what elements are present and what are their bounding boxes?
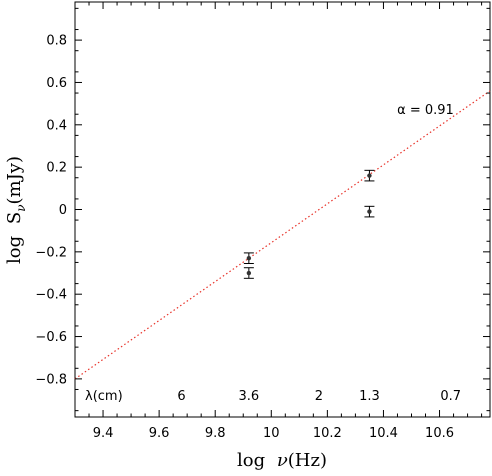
y-tick-label: 0.8	[46, 34, 67, 49]
wavelength-mark: 3.6	[239, 389, 260, 404]
plot-frame	[74, 1, 491, 418]
x-tick-label: 10.2	[313, 426, 342, 441]
y-axis-title: log Sν(mJy)	[4, 156, 28, 264]
y-axis-title-symbol: S	[4, 212, 25, 224]
data-point	[246, 255, 252, 261]
x-tick-label: 10.4	[369, 426, 398, 441]
data-point	[246, 270, 252, 276]
y-tick-label: −0.2	[35, 245, 67, 260]
x-tick-label: 10	[263, 426, 280, 441]
x-tick-label: 9.4	[93, 426, 114, 441]
wavelength-mark: 6	[177, 389, 185, 404]
data-point	[367, 173, 372, 178]
label-layer: 9.4 9.6 9.8 10 10.2 10.4 10.6 −0.8 −0.6 −0.4 −0.2 0…	[35, 34, 461, 441]
y-tick-label: 0.6	[46, 76, 67, 91]
y-tick-label: −0.6	[35, 330, 67, 345]
y-axis-title-unit: (mJy)	[4, 156, 25, 205]
fit-line	[74, 90, 491, 380]
y-axis-title-prefix: log	[4, 236, 25, 264]
tick-layer	[75, 2, 490, 417]
y-tick-label: −0.8	[35, 372, 67, 387]
y-tick-label: 0	[59, 203, 67, 218]
x-axis-title-symbol: ν	[277, 450, 288, 471]
wavelength-mark: 2	[315, 389, 323, 404]
x-tick-label: 10.6	[425, 426, 454, 441]
wavelength-label: λ(cm)	[85, 389, 123, 404]
y-tick-label: 0.2	[46, 161, 67, 176]
points-layer	[243, 169, 375, 279]
data-point	[367, 209, 372, 214]
fit-line-layer	[74, 90, 491, 380]
alpha-annotation: α = 0.91	[397, 103, 454, 118]
wavelength-mark: 1.3	[359, 389, 380, 404]
x-tick-label: 9.6	[149, 426, 170, 441]
y-tick-label: 0.4	[46, 118, 67, 133]
x-axis-title: log ν(Hz)	[237, 450, 327, 471]
wavelength-mark: 0.7	[440, 389, 461, 404]
y-axis-title-subscript: ν	[14, 205, 28, 212]
y-tick-label: −0.4	[35, 288, 67, 303]
x-axis-title-prefix: log	[237, 450, 265, 471]
x-tick-label: 9.8	[205, 426, 226, 441]
x-axis-title-unit: (Hz)	[288, 450, 327, 471]
